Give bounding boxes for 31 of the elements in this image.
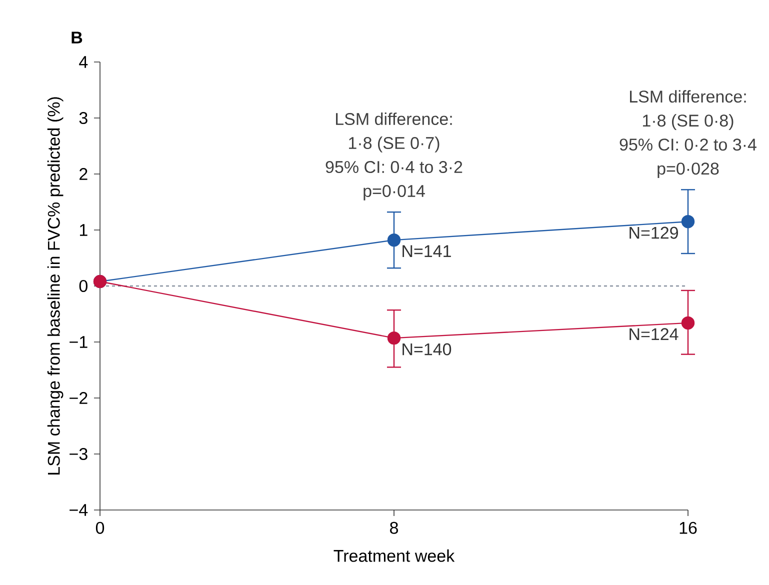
annotation: 95% CI: 0·4 to 3·2 — [326, 160, 462, 174]
annotation: N=124 — [630, 328, 678, 340]
y-tick-label: −4 — [70, 504, 88, 516]
annotation: 1·8 (SE 0·8) — [643, 114, 734, 130]
annotation: p=0·028 — [658, 162, 719, 178]
y-axis-title: LSM change from baseline in FVC% predicted (%) — [47, 97, 64, 475]
annotation: N=141 — [402, 245, 451, 257]
point — [387, 233, 401, 247]
point — [681, 316, 695, 330]
chart-title: B — [72, 32, 82, 44]
annotation: LSM difference: — [630, 90, 746, 103]
y-tick-label: 0 — [79, 280, 88, 292]
point — [681, 214, 695, 228]
x-tick-label: 16 — [680, 522, 697, 534]
y-tick-label: 4 — [79, 56, 88, 68]
y-tick-label: 3 — [79, 112, 88, 124]
y-tick-label: −2 — [70, 392, 88, 404]
x-tick-label: 8 — [390, 522, 398, 534]
annotation: p=0·014 — [364, 185, 425, 200]
y-tick-label: −1 — [70, 336, 88, 348]
point — [387, 331, 401, 345]
y-tick-label: 1 — [80, 224, 88, 236]
y-tick-label: 2 — [80, 168, 88, 180]
annotation: N=140 — [402, 343, 452, 356]
x-axis-title: Treatment week — [334, 549, 455, 562]
annotation: 1·8 (SE 0·7) — [349, 136, 440, 152]
annotation: N=129 — [630, 226, 678, 239]
annotation: 95% CI: 0·2 to 3·4 — [620, 138, 756, 151]
y-tick-label: −3 — [70, 448, 88, 460]
x-tick-label: 0 — [96, 522, 104, 534]
annotation: LSM difference: — [336, 112, 452, 126]
